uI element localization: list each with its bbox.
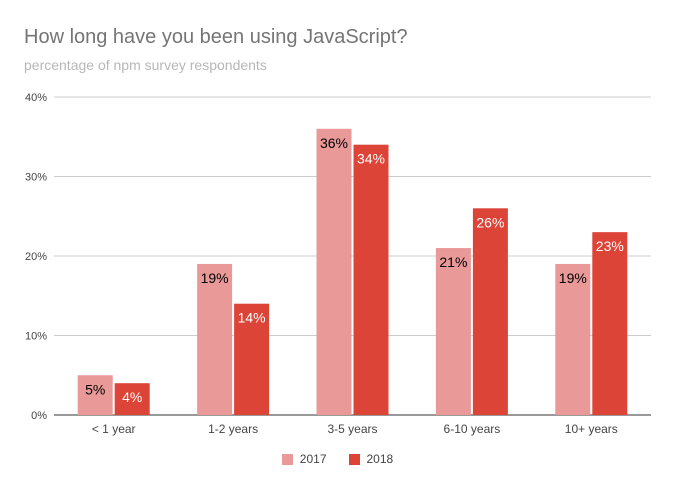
data-label-2017: 5% [85, 381, 105, 397]
legend-label-2017: 2017 [299, 452, 327, 466]
bar-2018 [592, 232, 628, 415]
legend-item-2018: 2018 [348, 452, 394, 466]
bar-2017 [77, 375, 113, 415]
bar-chart: 0% 10% 20% 30% 40% 5% 4% < 1 year 19% 14% 1-2 year… [25, 92, 651, 436]
bar-2017 [435, 248, 471, 415]
x-tick-label: 1-2 years [208, 422, 258, 436]
x-tick-label: 3-5 years [327, 422, 377, 436]
data-label-2017: 19% [201, 270, 229, 286]
data-label-2017: 19% [559, 270, 587, 286]
legend-swatch-2017 [281, 453, 293, 465]
data-label-2018: 34% [357, 151, 385, 167]
bar-2017 [316, 128, 352, 416]
bar-2018 [472, 208, 508, 415]
data-label-2017: 21% [439, 254, 467, 270]
data-label-2018: 4% [122, 389, 142, 405]
chart-subtitle: percentage of npm survey respondents [24, 57, 267, 73]
y-tick-label: 20% [25, 251, 47, 263]
x-tick-label: < 1 year [92, 422, 136, 436]
x-tick-label: 6-10 years [444, 422, 501, 436]
legend-label-2018: 2018 [366, 452, 394, 466]
bar-2018 [353, 144, 389, 415]
y-tick-label: 40% [25, 92, 47, 104]
bar-2018 [114, 383, 150, 415]
data-label-2017: 36% [320, 135, 348, 151]
data-label-2018: 14% [238, 310, 266, 326]
bar-2017 [555, 263, 591, 415]
bar-2017 [197, 263, 233, 415]
chart-title: How long have you been using JavaScript? [24, 26, 408, 48]
legend: 2017 2018 [0, 452, 675, 466]
y-tick-label: 0% [31, 410, 47, 422]
y-tick-label: 30% [25, 172, 47, 184]
x-tick-label: 10+ years [565, 422, 618, 436]
y-tick-label: 10% [25, 331, 47, 343]
legend-swatch-2018 [348, 453, 360, 465]
data-label-2018: 26% [476, 214, 504, 230]
data-label-2018: 23% [596, 238, 624, 254]
legend-item-2017: 2017 [281, 452, 327, 466]
bar-2018 [234, 303, 270, 415]
